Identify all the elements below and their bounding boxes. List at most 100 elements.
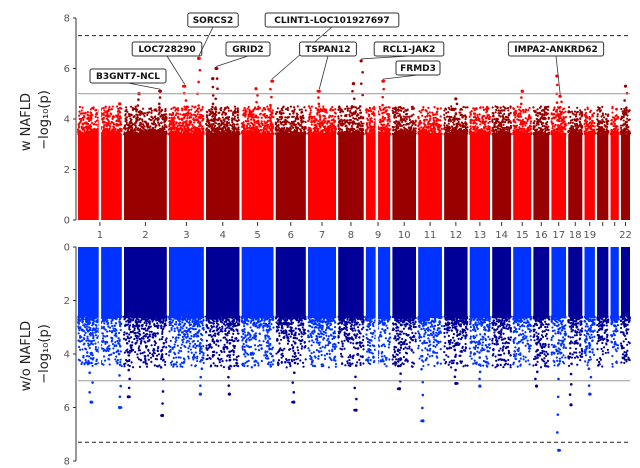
top-snp-point — [503, 106, 506, 109]
top-snp-point — [476, 128, 479, 131]
top-snp-point — [379, 120, 382, 123]
top-snp-point — [359, 111, 363, 114]
top-snp-point — [472, 107, 475, 110]
top-snp-point — [451, 118, 454, 121]
top-snp-point — [248, 126, 251, 129]
top-snp-point — [495, 117, 498, 120]
top-snp-point — [464, 129, 468, 132]
top-snp-point — [567, 130, 570, 134]
top-dense-block-chr10 — [392, 134, 416, 220]
top-snp-point — [231, 117, 234, 120]
top-snp-point — [451, 129, 455, 132]
top-snp-point — [186, 123, 189, 126]
top-snp-point — [308, 117, 311, 120]
top-snp-point — [176, 115, 180, 118]
top-snp-point — [187, 126, 190, 130]
top-snp-point — [469, 125, 472, 128]
top-snp-point — [414, 120, 417, 123]
top-snp-point — [325, 111, 328, 114]
top-snp-point — [264, 108, 267, 111]
top-snp-point — [437, 126, 440, 129]
top-snp-point — [469, 119, 472, 122]
top-snp-point — [201, 105, 204, 109]
top-snp-point — [435, 113, 439, 116]
top-snp-point — [193, 106, 196, 109]
top-snp-point — [300, 108, 303, 111]
top-snp-point — [231, 121, 234, 124]
top-snp-point — [386, 133, 389, 136]
top-snp-point — [452, 121, 455, 124]
top-snp-point — [170, 116, 173, 120]
top-snp-point — [258, 124, 261, 127]
top-snp-point — [606, 119, 609, 122]
top-snp-point — [251, 130, 254, 133]
top-snp-point — [323, 115, 326, 118]
top-snp-point — [525, 122, 528, 125]
top-snp-point — [230, 119, 234, 122]
top-snp-point — [461, 129, 464, 132]
top-snp-point — [139, 130, 142, 133]
top-snp-point — [168, 122, 172, 125]
top-snp-point — [440, 127, 443, 131]
top-snp-point — [187, 108, 191, 112]
top-snp-point — [521, 125, 524, 128]
top-snp-point — [189, 128, 192, 131]
top-snp-point — [418, 123, 421, 126]
top-snp-point — [129, 120, 132, 123]
top-snp-point — [393, 116, 396, 119]
top-snp-point — [423, 119, 426, 122]
top-snp-point — [397, 127, 400, 130]
top-snp-point — [464, 115, 467, 118]
top-snp-point — [465, 122, 468, 125]
top-snp-point — [209, 125, 212, 128]
top-snp-point — [149, 107, 152, 110]
top-snp-point — [192, 117, 195, 120]
top-snp-point — [132, 115, 135, 119]
top-snp-point — [552, 116, 556, 119]
top-snp-point — [117, 117, 121, 120]
top-snp-point — [125, 106, 128, 109]
top-snp-point — [151, 117, 155, 120]
top-snp-point — [164, 132, 167, 136]
top-snp-point — [422, 128, 425, 131]
top-snp-point — [457, 123, 461, 126]
top-snp-point — [248, 114, 251, 117]
top-snp-point — [563, 126, 566, 129]
top-snp-point — [310, 123, 313, 126]
top-snp-point — [90, 117, 93, 120]
top-snp-point — [391, 111, 395, 115]
top-snp-point — [149, 132, 152, 135]
top-snp-point — [382, 108, 385, 111]
top-dense-block-chr3 — [168, 134, 204, 220]
top-snp-point — [502, 123, 505, 126]
top-snp-point — [337, 117, 340, 120]
top-snp-point — [291, 110, 294, 113]
top-snp-point — [497, 112, 500, 115]
top-snp-point — [435, 124, 438, 127]
top-snp-point — [106, 118, 110, 121]
top-snp-point — [220, 132, 223, 136]
top-snp-point — [219, 109, 223, 112]
top-snp-point — [140, 125, 143, 128]
top-snp-point — [543, 108, 546, 111]
top-snp-point — [579, 123, 582, 126]
top-snp-point — [247, 122, 250, 125]
top-snp-point — [509, 105, 512, 108]
top-snp-point — [420, 121, 423, 124]
top-snp-point — [242, 121, 245, 124]
top-snp-point — [398, 123, 401, 126]
top-snp-point — [579, 111, 582, 114]
top-snp-point — [380, 132, 383, 135]
top-snp-point — [397, 108, 400, 111]
top-snp-point — [112, 126, 116, 129]
top-snp-point — [450, 108, 453, 112]
top-snp-point — [367, 119, 370, 122]
top-snp-point — [562, 115, 565, 119]
top-snp-point — [231, 127, 234, 130]
top-snp-point — [329, 109, 332, 112]
top-snp-point — [402, 123, 405, 126]
top-snp-point — [131, 108, 135, 111]
top-snp-point — [500, 124, 503, 127]
top-snp-point — [395, 109, 398, 112]
